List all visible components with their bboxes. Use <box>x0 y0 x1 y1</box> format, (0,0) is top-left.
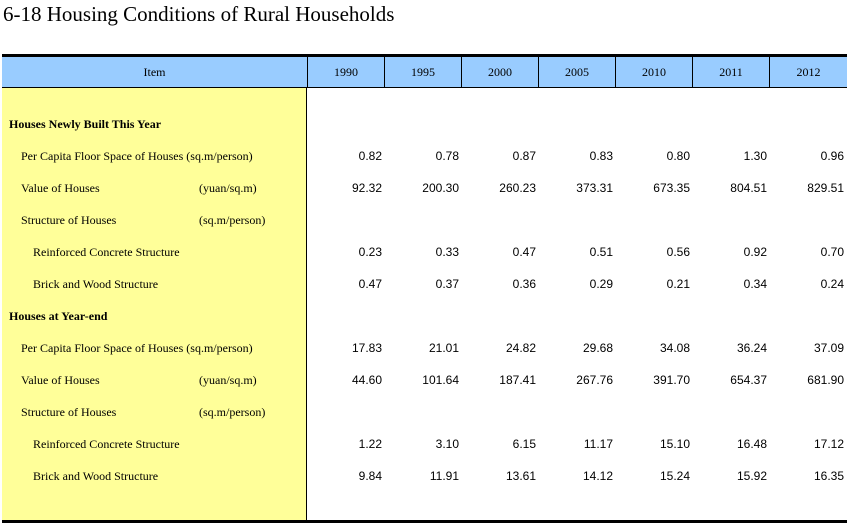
cell-1995: 3.10 <box>435 437 459 451</box>
header-year-2000: 2000 <box>462 57 539 87</box>
cell-1995: 11.91 <box>429 469 459 483</box>
cell-1995: 0.33 <box>435 245 459 259</box>
cell-2000: 6.15 <box>512 437 536 451</box>
row-label: Brick and Wood Structure <box>33 277 159 291</box>
cell-2011: 654.37 <box>730 373 767 387</box>
cell-2000: 187.41 <box>499 373 536 387</box>
row-label: Value of Houses <box>21 373 100 387</box>
cell-1990: 0.82 <box>358 149 382 163</box>
header-year-1990: 1990 <box>308 57 385 87</box>
header-item: Item <box>2 57 308 87</box>
table-row: Reinforced Concrete Structure 1.22 3.10 … <box>2 428 847 460</box>
cell-2012: 16.35 <box>813 469 844 483</box>
header-year-2005: 2005 <box>539 57 616 87</box>
cell-2005: 0.51 <box>589 245 613 259</box>
cell-2005: 373.31 <box>576 181 613 195</box>
cell-2000: 260.23 <box>499 181 536 195</box>
cell-2005: 29.68 <box>582 341 613 355</box>
table-row: Per Capita Floor Space of Houses (sq.m/p… <box>2 140 847 172</box>
cell-2010: 34.08 <box>659 341 690 355</box>
cell-1990: 17.83 <box>351 341 382 355</box>
cell-2011: 1.30 <box>743 149 767 163</box>
cell-2012: 17.12 <box>813 437 844 451</box>
table-row: Brick and Wood Structure 0.47 0.37 0.36 … <box>2 268 847 300</box>
cell-2005: 14.12 <box>582 469 613 483</box>
row-unit: (yuan/sq.m) <box>199 373 257 387</box>
table-row: Value of Houses (yuan/sq.m) 44.60 101.64… <box>2 364 847 396</box>
row-unit: (sq.m/person) <box>199 213 266 227</box>
section-heading-newly-built: Houses Newly Built This Year <box>9 117 162 131</box>
cell-1990: 1.22 <box>358 437 382 451</box>
row-unit: (yuan/sq.m) <box>199 181 257 195</box>
cell-1990: 44.60 <box>351 373 382 387</box>
row-label: Structure of Houses <box>21 405 117 419</box>
cell-2011: 0.92 <box>743 245 767 259</box>
cell-2010: 391.70 <box>653 373 690 387</box>
cell-2005: 267.76 <box>576 373 613 387</box>
cell-2010: 15.24 <box>659 469 690 483</box>
table-top-rule <box>2 54 847 57</box>
cell-1990: 0.47 <box>358 277 382 291</box>
table-row: Value of Houses (yuan/sq.m) 92.32 200.30… <box>2 172 847 204</box>
table-header: Item 1990 1995 2000 2005 2010 2011 2012 <box>2 57 847 88</box>
cell-2005: 0.29 <box>589 277 613 291</box>
table-row: Structure of Houses (sq.m/person) <box>2 204 847 236</box>
cell-2005: 0.83 <box>589 149 613 163</box>
cell-2010: 15.10 <box>659 437 690 451</box>
cell-2000: 0.36 <box>512 277 536 291</box>
cell-2010: 0.21 <box>666 277 690 291</box>
cell-2000: 0.47 <box>512 245 536 259</box>
cell-1990: 92.32 <box>351 181 382 195</box>
table-row: Structure of Houses (sq.m/person) <box>2 396 847 428</box>
header-year-2011: 2011 <box>693 57 770 87</box>
cell-2000: 24.82 <box>505 341 536 355</box>
table-row-section: Houses Newly Built This Year <box>2 108 847 140</box>
item-column-background <box>2 88 307 520</box>
cell-1995: 101.64 <box>422 373 459 387</box>
table-bottom-rule <box>2 520 847 523</box>
page-title: 6-18 Housing Conditions of Rural Househo… <box>3 2 395 26</box>
cell-2012: 829.51 <box>807 181 844 195</box>
cell-2010: 0.80 <box>666 149 690 163</box>
section-heading-year-end: Houses at Year-end <box>9 309 108 323</box>
header-year-1995: 1995 <box>385 57 462 87</box>
row-label: Reinforced Concrete Structure <box>33 437 180 451</box>
cell-2010: 0.56 <box>666 245 690 259</box>
cell-2000: 13.61 <box>505 469 536 483</box>
row-unit: (sq.m/person) <box>199 405 266 419</box>
cell-2011: 16.48 <box>736 437 767 451</box>
cell-1995: 200.30 <box>422 181 459 195</box>
row-label: Per Capita Floor Space of Houses (sq.m/p… <box>21 341 253 355</box>
cell-2012: 0.70 <box>820 245 844 259</box>
row-label: Structure of Houses <box>21 213 117 227</box>
cell-2012: 37.09 <box>813 341 844 355</box>
row-label: Reinforced Concrete Structure <box>33 245 180 259</box>
table-row: Brick and Wood Structure 9.84 11.91 13.6… <box>2 460 847 492</box>
cell-1995: 0.78 <box>435 149 459 163</box>
row-label: Brick and Wood Structure <box>33 469 159 483</box>
cell-1990: 0.23 <box>358 245 382 259</box>
cell-1990: 9.84 <box>358 469 382 483</box>
header-year-2012: 2012 <box>796 65 821 79</box>
row-label: Per Capita Floor Space of Houses (sq.m/p… <box>21 149 253 163</box>
cell-2012: 0.24 <box>820 277 844 291</box>
cell-1995: 21.01 <box>428 341 459 355</box>
cell-2005: 11.17 <box>583 437 613 451</box>
cell-2011: 804.51 <box>730 181 767 195</box>
cell-2012: 681.90 <box>807 373 844 387</box>
table-row: Reinforced Concrete Structure 0.23 0.33 … <box>2 236 847 268</box>
header-year-2010: 2010 <box>616 57 693 87</box>
table-row: Per Capita Floor Space of Houses (sq.m/p… <box>2 332 847 364</box>
cell-2011: 36.24 <box>736 341 767 355</box>
cell-2011: 0.34 <box>743 277 767 291</box>
cell-2011: 15.92 <box>736 469 767 483</box>
table-row-section: Houses at Year-end <box>2 300 847 332</box>
cell-2010: 673.35 <box>653 181 690 195</box>
row-label: Value of Houses <box>21 181 100 195</box>
cell-2000: 0.87 <box>512 149 536 163</box>
cell-1995: 0.37 <box>435 277 459 291</box>
cell-2012: 0.96 <box>820 149 844 163</box>
